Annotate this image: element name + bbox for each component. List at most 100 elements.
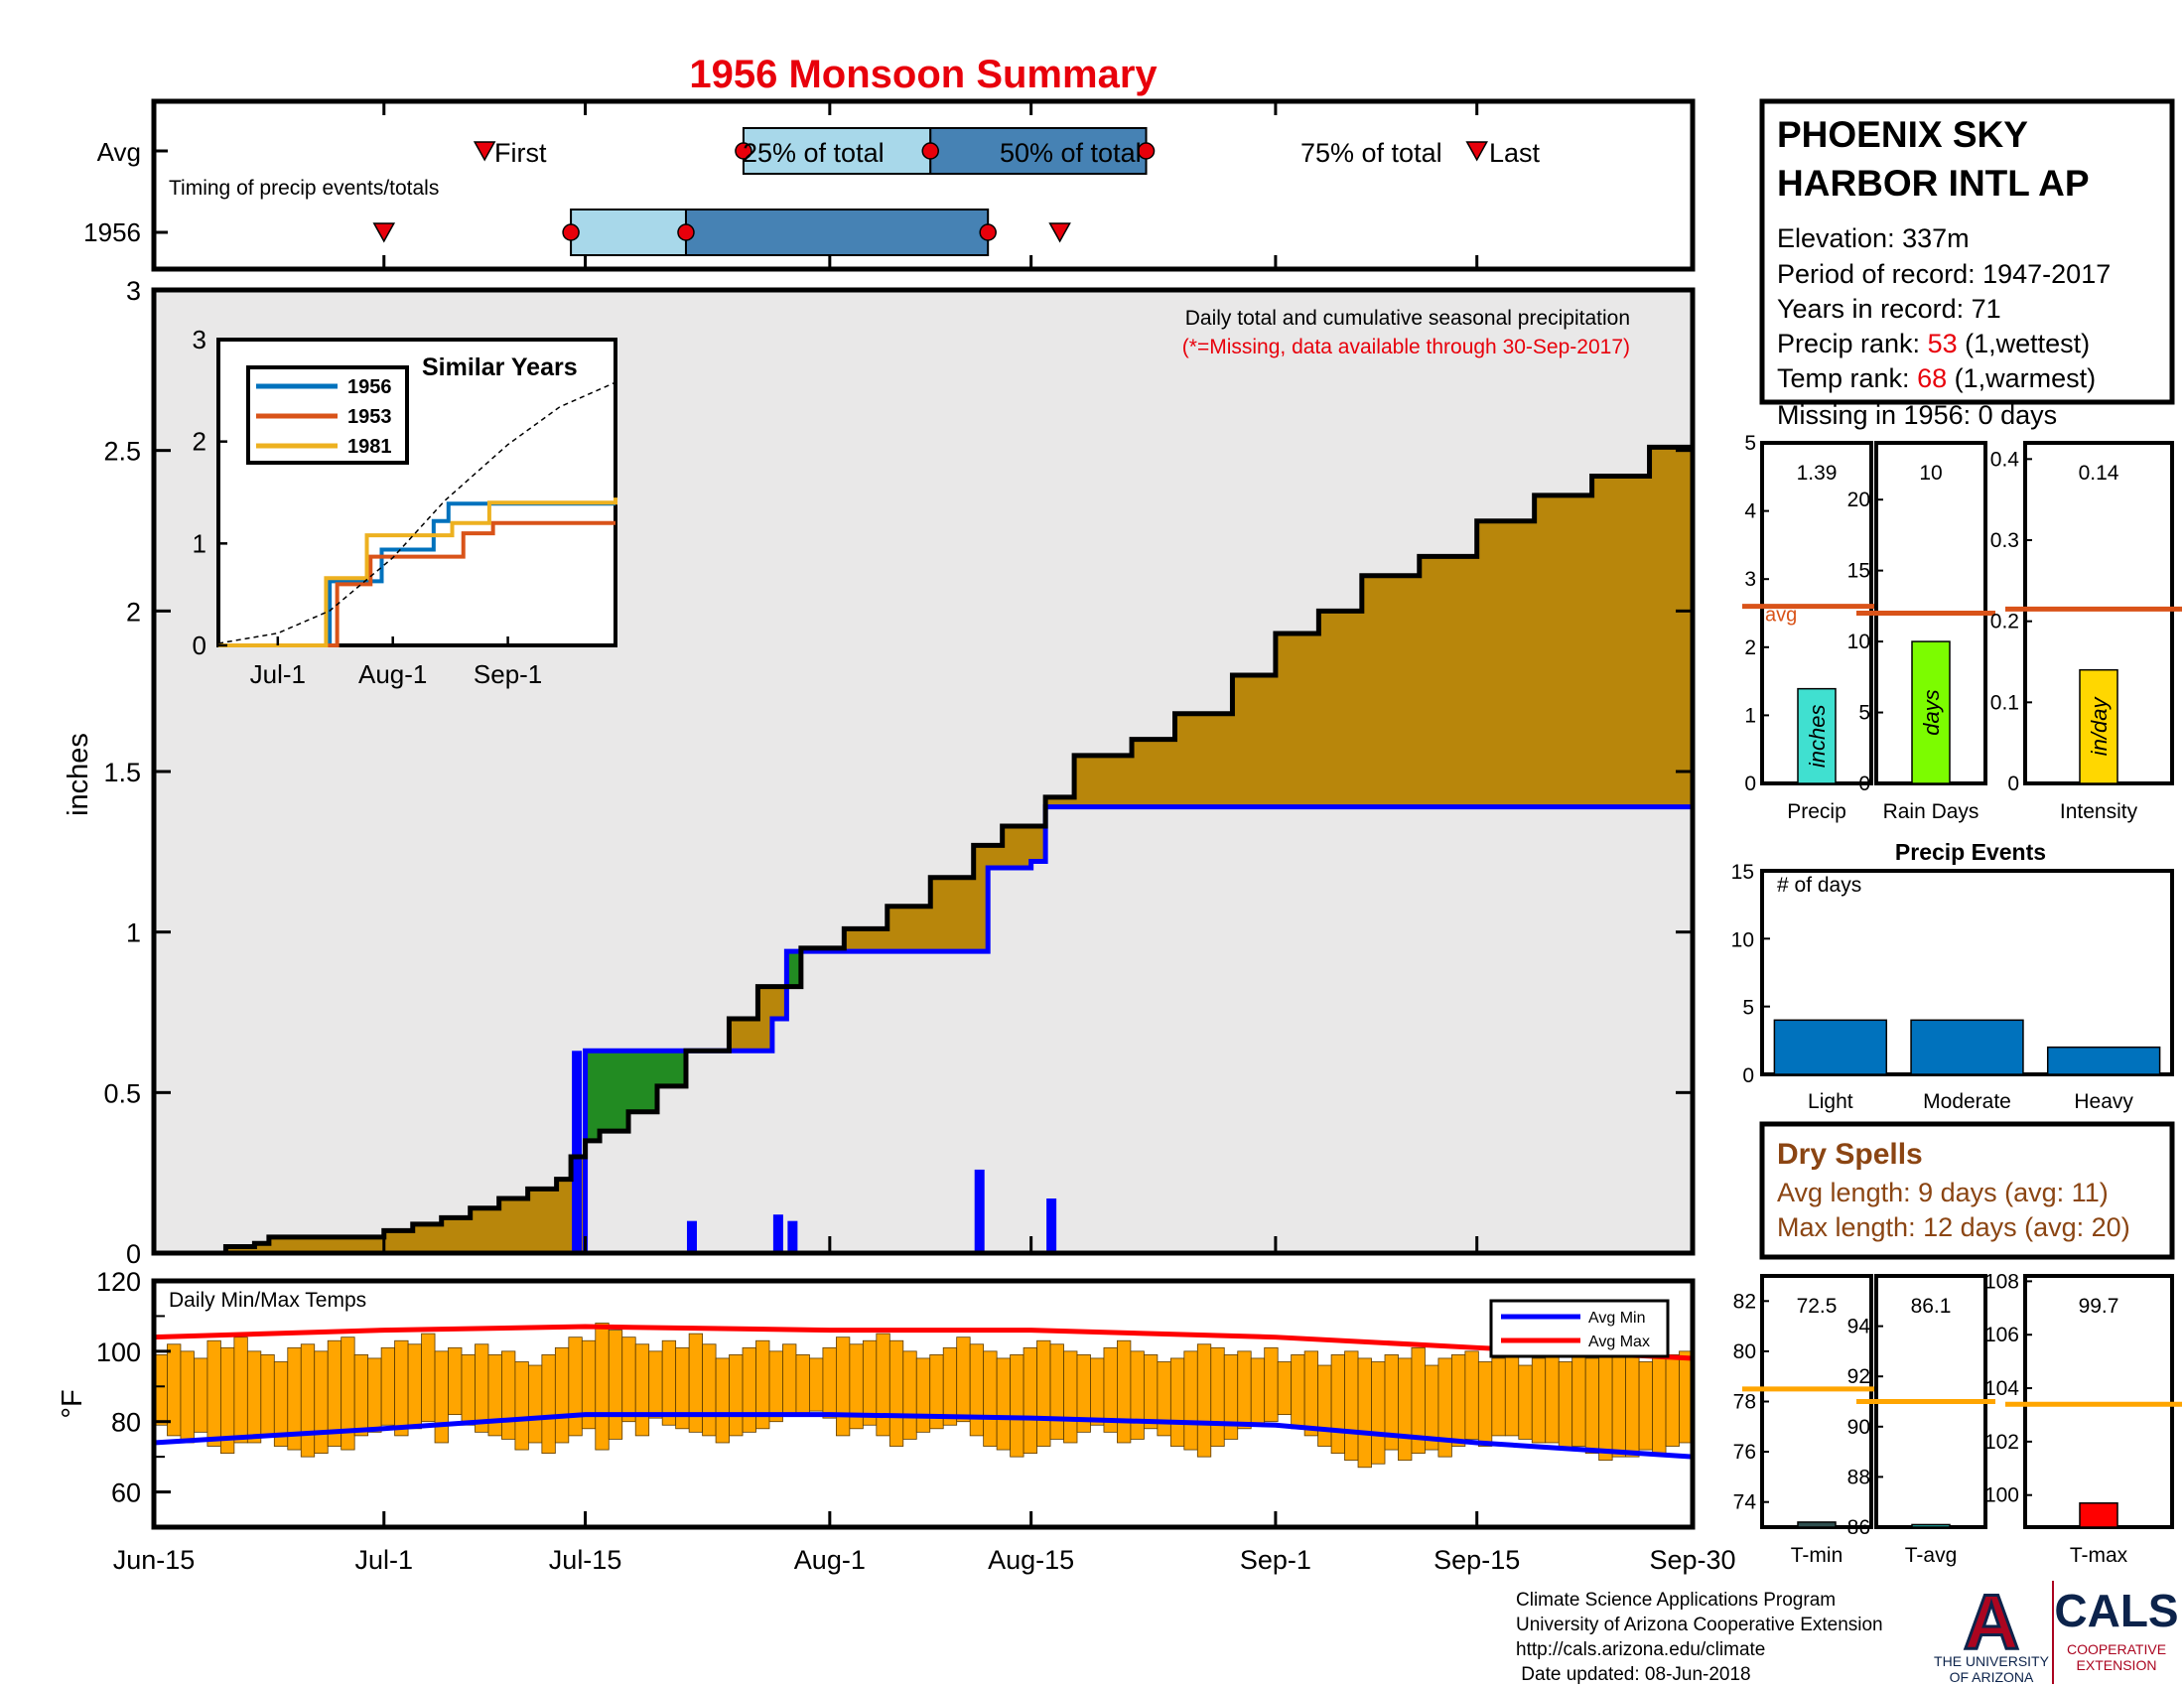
- dry-spells-frame: [1759, 1121, 2175, 1260]
- daily-temp-bar: [1344, 1350, 1359, 1462]
- station-name-line1: PHOENIX SKY: [1777, 114, 2028, 155]
- timing-row-label-avg: Avg: [97, 137, 141, 167]
- timing-avg-first-last-marker: [473, 141, 496, 162]
- similar-years-title: Similar Years: [422, 353, 578, 381]
- date-axis-label: Jul-1: [355, 1545, 414, 1575]
- daily-temp-bar: [996, 1357, 1012, 1451]
- small-panel-precip: 0 1 2 3 4 5 inches 1.39 Precip avg: [1742, 432, 1881, 823]
- daily-temp-bar: [1464, 1350, 1479, 1440]
- daily-temp-bar: [1371, 1361, 1386, 1465]
- footer-line3: http://cals.arizona.edu/climate: [1516, 1639, 1765, 1660]
- date-axis-label: Jun-15: [113, 1545, 196, 1575]
- daily-temp-bar: [688, 1333, 704, 1433]
- main-legend-line2: (*=Missing, data available through 30-Se…: [1182, 336, 1630, 358]
- daily-temp-bar: [1303, 1350, 1319, 1437]
- daily-precip-bar: [787, 1220, 798, 1253]
- daily-temp-bar: [1652, 1357, 1667, 1455]
- timing-content: [152, 103, 1695, 267]
- daily-temp-bar: [702, 1343, 717, 1437]
- timing-panel-frame: [151, 98, 1696, 272]
- daily-temp-bar: [353, 1354, 369, 1437]
- daily-temp-bar: [822, 1346, 837, 1419]
- small-panel-y-tick-label: 0.2: [1990, 611, 2019, 633]
- temp-y-tick-label: 100: [96, 1337, 141, 1367]
- daily-temp-bar: [1237, 1350, 1252, 1430]
- daily-temp-bar: [915, 1357, 931, 1433]
- daily-temp-bar: [1611, 1350, 1627, 1458]
- timing-year-first-last-marker: [372, 222, 396, 243]
- daily-temp-bar: [809, 1357, 824, 1412]
- temp-legend-box: [1489, 1299, 1670, 1358]
- main-y-tick-label: 0: [126, 1239, 141, 1269]
- temp-rank-label: Temp rank:: [1777, 363, 1917, 393]
- timing-panel: Avg 1956 Timing of precip events/totals …: [83, 98, 1696, 272]
- daily-precip-bar: [772, 1214, 783, 1253]
- daily-temp-bar: [434, 1350, 449, 1444]
- small-panel-t-max: 100 102 104 106 108 99.7 T-max: [1984, 1270, 2182, 1567]
- station-years: Years in record: 71: [1777, 294, 2001, 324]
- daily-temp-bar: [568, 1336, 583, 1437]
- temp-rank-note: (1,warmest): [1947, 363, 2096, 393]
- similar-years-line-1981: [218, 497, 617, 647]
- daily-temp-bar: [1330, 1354, 1345, 1455]
- daily-precip-bar: [686, 1220, 697, 1253]
- cals-logo: CALS COOPERATIVE EXTENSION: [2054, 1585, 2178, 1673]
- inset-x-tick-label: Sep-1: [474, 659, 542, 689]
- temp-rank-value: 68: [1917, 363, 1947, 393]
- inset-y-tick-label: 0: [193, 631, 206, 660]
- timing-label-75: 75% of total: [1300, 138, 1442, 168]
- small-panel-y-tick-label: 78: [1733, 1391, 1756, 1414]
- small-panel-category: Intensity: [2060, 800, 2138, 823]
- similar-years-legend-label: 1981: [347, 436, 392, 458]
- daily-temp-bar: [1023, 1346, 1037, 1455]
- seasonal-avg-region: [154, 806, 1694, 1253]
- small-panel-bar: [1797, 1521, 1837, 1528]
- daily-temp-bar: [206, 1339, 221, 1447]
- daily-temp-bar: [876, 1333, 890, 1437]
- small-panel-y-tick-label: 2: [1744, 636, 1756, 659]
- small-panels: 0 1 2 3 4 5 inches 1.39 Precip avg 0 5 10 15 20 days 10 R…: [1733, 432, 2182, 1567]
- precip-rank-label: Precip rank:: [1777, 329, 1928, 358]
- daily-temp-bar: [1117, 1339, 1132, 1444]
- daily-temp-bar: [983, 1350, 998, 1447]
- small-panel-y-tick-label: 80: [1733, 1340, 1756, 1363]
- daily-temp-bar: [782, 1343, 797, 1416]
- timing-label-50: 50% of total: [1000, 138, 1142, 168]
- daily-temp-bar: [1398, 1357, 1413, 1462]
- small-panel-y-tick-label: 0: [1858, 773, 1870, 795]
- station-info-frame: [1759, 98, 2175, 405]
- small-panel-y-tick-label: 106: [1984, 1324, 2019, 1346]
- small-panel-rain-days: 0 5 10 15 20 days 10 Rain Days: [1847, 441, 1995, 823]
- station-temp-rank: Temp rank: 68 (1,warmest): [1777, 363, 2096, 393]
- small-panel-frame: [2023, 1274, 2174, 1529]
- daily-temp-bar: [1545, 1354, 1560, 1444]
- small-panel-y-tick-label: 5: [1858, 702, 1870, 725]
- similar-years-line-1953: [218, 520, 615, 647]
- small-panel-y-tick-label: 86: [1847, 1516, 1870, 1539]
- small-panel-y-tick-label: 3: [1744, 568, 1756, 591]
- daily-temp-bar: [194, 1357, 208, 1433]
- daily-temp-bar: [514, 1361, 529, 1451]
- daily-temp-bar: [608, 1330, 623, 1440]
- daily-temp-bar: [541, 1354, 556, 1455]
- temperature-panel: 60 80 100 120 Daily Min/Max Temps °F Avg Mi…: [57, 1267, 1696, 1530]
- daily-temp-bar: [1625, 1346, 1640, 1458]
- daily-temp-bar: [862, 1339, 878, 1426]
- daily-temp-bar: [475, 1343, 489, 1433]
- daily-temp-bar: [1223, 1354, 1239, 1440]
- timing-label-25: 25% of total: [743, 138, 885, 168]
- small-panel-y-tick-label: 0.1: [1990, 691, 2019, 714]
- cumulative-avg-line: [154, 424, 1696, 1256]
- main-chart-frame: [151, 287, 1696, 1256]
- avg-max-line: [153, 1324, 1694, 1361]
- events-y-tick-label: 0: [1742, 1064, 1754, 1087]
- cals-logo-line1: COOPERATIVE: [2067, 1641, 2166, 1657]
- small-panel-category: Rain Days: [1883, 800, 1979, 823]
- main-y-axis: 0 0.5 1 1.5 2 2.5 3: [103, 276, 1695, 1269]
- small-panel-category: T-max: [2070, 1544, 2128, 1567]
- daily-temp-bar: [1477, 1361, 1493, 1447]
- small-panel-y-tick-label: 102: [1984, 1431, 2019, 1454]
- temp-panel-frame: [151, 1278, 1696, 1530]
- daily-temp-bar: [180, 1350, 195, 1444]
- daily-temp-bar: [233, 1336, 248, 1444]
